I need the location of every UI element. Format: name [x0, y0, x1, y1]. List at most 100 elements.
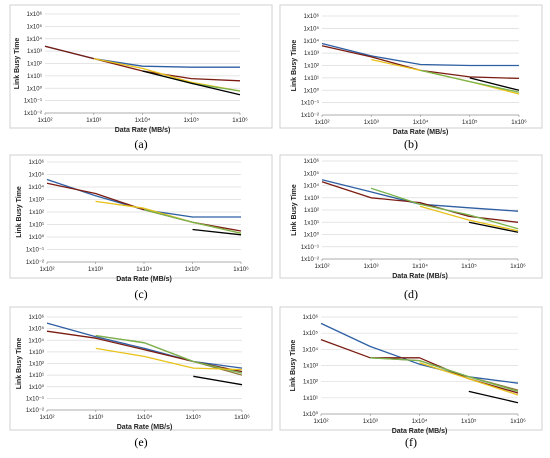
- chart-panel-2: 1x10⁻² 1x10⁻¹ 1x10⁰ 1x10¹ 1x10² 1x10³ 1x10⁴ 1x1…: [279, 4, 543, 151]
- y-tick-label: 1x10⁰: [29, 234, 45, 241]
- y-tick-label: 1x10¹: [29, 373, 44, 379]
- x-tick-label: 1x10²: [314, 264, 329, 270]
- x-tick-label: 1x10⁶: [233, 266, 249, 273]
- panel-frame: [279, 306, 543, 431]
- x-tick-label: 1x10⁶: [232, 117, 248, 124]
- y-tick-label: 1x10⁵: [303, 330, 319, 337]
- series-line-blue: [320, 322, 519, 384]
- y-tick-label: 1x10²: [304, 64, 319, 70]
- x-axis-title: Data Rate (MB/s): [392, 273, 448, 280]
- y-tick-label: 1x10⁵: [304, 25, 320, 32]
- x-tick-label: 1x10³: [363, 264, 378, 270]
- x-axis-title: Data Rate (MB/s): [392, 428, 448, 435]
- x-tick-label: 1x10³: [88, 267, 103, 273]
- y-tick-label: 1x10⁻¹: [26, 396, 44, 402]
- y-tick-label: 1x10³: [304, 196, 319, 202]
- y-tick-label: 1x10³: [303, 364, 318, 370]
- series-line-black: [468, 221, 519, 233]
- y-tick-label: 1x10¹: [27, 74, 42, 80]
- y-tick-label: 1x10⁵: [29, 326, 45, 333]
- x-tick-label: 1x10⁴: [412, 263, 428, 270]
- x-axis-title: Data Rate (MB/s): [117, 424, 173, 431]
- y-tick-label: 1x10⁵: [304, 170, 320, 177]
- series-line-green: [143, 209, 242, 234]
- series-line-black: [468, 390, 519, 404]
- y-tick-label: 1x10¹: [304, 76, 319, 82]
- y-axis-title: Link Busy Time: [291, 184, 298, 236]
- y-tick-label: 1x10⁶: [304, 158, 320, 165]
- x-tick-label: 1x10⁴: [135, 117, 151, 124]
- x-tick-label: 1x10⁶: [234, 414, 250, 421]
- x-tick-label: 1x10⁵: [186, 414, 202, 421]
- y-tick-label: 1x10⁴: [303, 38, 319, 45]
- y-axis-title: Link Busy Time: [16, 338, 23, 390]
- series-line-green: [370, 357, 519, 393]
- y-tick-label: 1x10⁰: [29, 384, 45, 391]
- y-tick-label: 1x10⁵: [29, 172, 45, 179]
- y-tick-label: 1x10²: [29, 362, 44, 368]
- series-line-yellow: [95, 347, 243, 371]
- x-tick-label: 1x10²: [39, 267, 54, 273]
- y-tick-label: 1x10³: [304, 51, 319, 57]
- y-tick-label: 1x10⁻¹: [301, 245, 319, 251]
- x-tick-label: 1x10⁵: [461, 418, 477, 425]
- chart-panel-1: 1x10⁻² 1x10⁻¹ 1x10⁰ 1x10¹ 1x10² 1x10³ 1x10⁴ 1x1…: [9, 4, 273, 151]
- series-line-black: [142, 70, 241, 96]
- series-line-green: [95, 334, 243, 374]
- x-tick-label: 1x10²: [37, 118, 52, 124]
- y-tick-label: 1x10¹: [29, 223, 44, 229]
- x-tick-label: 1x10⁵: [184, 117, 200, 124]
- series-line-green: [420, 69, 520, 93]
- panel-frame: [279, 4, 543, 129]
- x-tick-label: 1x10⁶: [511, 119, 527, 126]
- chart-panel-5: 1x10⁻² 1x10⁻¹ 1x10⁰ 1x10¹ 1x10² 1x10³ 1x10⁴ 1x1…: [9, 306, 273, 449]
- y-tick-label: 1x10⁻¹: [26, 248, 44, 254]
- y-tick-label: 1x10⁻²: [301, 113, 319, 119]
- y-tick-label: 1x10⁰: [27, 85, 43, 92]
- y-tick-label: 1x10⁴: [28, 337, 44, 344]
- y-tick-label: 1x10⁶: [27, 11, 43, 18]
- x-axis-title: Data Rate (MB/s): [393, 129, 449, 136]
- y-tick-label: 1x10⁻²: [26, 408, 44, 414]
- x-axis-title: Data Rate (MB/s): [116, 276, 172, 283]
- series-line-black: [469, 77, 520, 91]
- y-axis-title: Link Busy Time: [290, 340, 297, 392]
- x-tick-label: 1x10⁴: [136, 266, 152, 273]
- y-axis-title: Link Busy Time: [291, 40, 298, 92]
- x-tick-label: 1x10⁴: [412, 418, 428, 425]
- x-tick-label: 1x10⁵: [185, 266, 201, 273]
- y-tick-label: 1x10⁻²: [26, 260, 44, 266]
- y-tick-label: 1x10⁶: [29, 314, 45, 321]
- chart-panel-3: 1x10⁻² 1x10⁻¹ 1x10⁰ 1x10¹ 1x10² 1x10³ 1x10⁴ 1x1…: [9, 154, 273, 301]
- y-tick-label: 1x10¹: [303, 396, 318, 402]
- series-line-black: [192, 228, 242, 236]
- y-tick-label: 1x10²: [304, 208, 319, 214]
- series-line-yellow: [419, 362, 519, 396]
- y-tick-label: 1x10⁶: [29, 159, 45, 166]
- y-tick-label: 1x10³: [29, 350, 44, 356]
- panel-caption: (d): [404, 287, 418, 301]
- x-tick-label: 1x10³: [86, 118, 101, 124]
- x-tick-label: 1x10²: [313, 419, 328, 425]
- x-tick-label: 1x10⁶: [510, 418, 526, 425]
- x-tick-label: 1x10⁵: [462, 119, 478, 126]
- panel-caption: (a): [134, 137, 147, 151]
- y-tick-label: 1x10⁰: [304, 87, 320, 94]
- y-tick-label: 1x10³: [27, 49, 42, 55]
- panel-caption: (e): [134, 435, 147, 449]
- y-tick-label: 1x10⁴: [26, 36, 42, 43]
- y-tick-label: 1x10⁻²: [24, 111, 42, 117]
- y-axis-title: Link Busy Time: [14, 38, 21, 90]
- x-tick-label: 1x10³: [364, 120, 379, 126]
- y-tick-label: 1x10⁵: [27, 23, 43, 30]
- y-tick-label: 1x10³: [29, 198, 44, 204]
- y-tick-label: 1x10⁰: [304, 232, 320, 239]
- y-tick-label: 1x10⁴: [303, 183, 319, 190]
- x-tick-label: 1x10⁴: [137, 414, 153, 421]
- panel-frame: [9, 306, 273, 431]
- chart-panel-4: 1x10⁻² 1x10⁻¹ 1x10⁰ 1x10¹ 1x10² 1x10³ 1x10⁴ 1x1…: [279, 154, 543, 301]
- series-line-darkred: [321, 181, 519, 223]
- x-tick-label: 1x10⁶: [510, 263, 526, 270]
- x-tick-label: 1x10⁴: [413, 119, 429, 126]
